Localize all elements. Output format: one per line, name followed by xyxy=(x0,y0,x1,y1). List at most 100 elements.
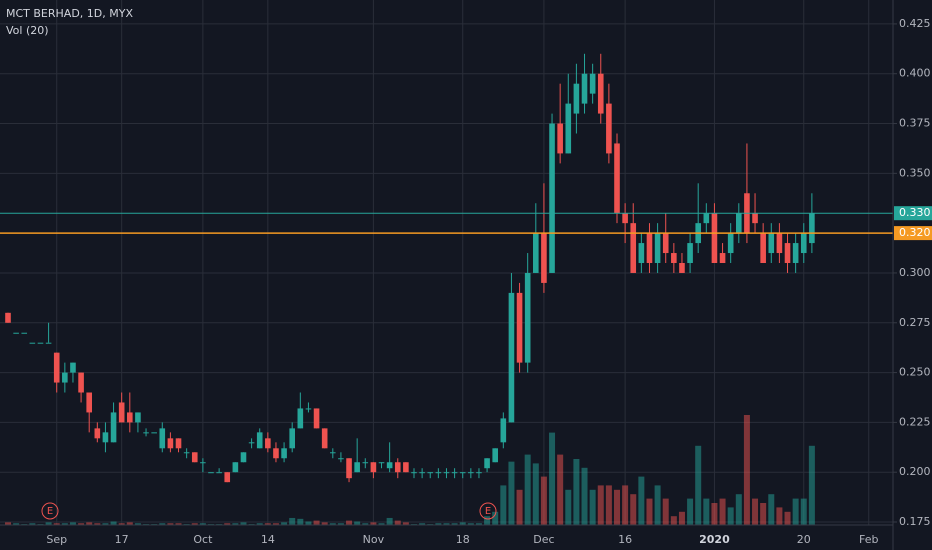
earnings-marker[interactable] xyxy=(41,502,59,520)
candle-body xyxy=(565,103,572,154)
price-label: 0.330 xyxy=(899,206,931,219)
candle-body xyxy=(687,243,693,263)
candle-body xyxy=(21,332,28,334)
candle-body xyxy=(110,412,117,443)
volume-bar xyxy=(622,485,629,525)
volume-bar xyxy=(419,523,426,525)
volume-bar xyxy=(61,523,68,525)
candle-body xyxy=(208,472,214,474)
volume-bar xyxy=(126,522,133,525)
volume-bar xyxy=(516,489,523,525)
volume-bar xyxy=(549,432,556,525)
price-label-box xyxy=(894,206,932,221)
volume-bar xyxy=(370,522,377,525)
volume-bar xyxy=(134,523,141,525)
candle-body xyxy=(13,332,19,334)
volume-bar xyxy=(110,521,117,525)
y-tick-label: 0.275 xyxy=(899,316,931,329)
y-tick-label: 0.200 xyxy=(899,465,931,478)
candle-body xyxy=(581,73,588,104)
price-lines xyxy=(0,212,893,234)
y-tick-label: 0.400 xyxy=(899,67,931,80)
volume-bar xyxy=(711,503,718,525)
candle-body xyxy=(451,472,458,474)
y-tick-label: 0.425 xyxy=(899,17,931,30)
volume-bar xyxy=(492,511,499,525)
volume-bar xyxy=(532,463,539,525)
volume-bar xyxy=(175,523,182,525)
candle-body xyxy=(183,452,190,454)
earnings-label[interactable]: E xyxy=(485,506,491,517)
candle-body xyxy=(800,233,807,254)
candle-body xyxy=(768,233,775,254)
candle-body xyxy=(224,472,231,483)
volume-bar xyxy=(29,523,36,525)
candle-body xyxy=(29,342,36,344)
volume-bar xyxy=(597,485,604,525)
candle-body xyxy=(760,233,766,263)
candle-body xyxy=(557,123,563,154)
volume-bar xyxy=(362,523,369,525)
volume-bar xyxy=(735,494,742,525)
candle-body xyxy=(232,462,239,473)
volume-bar xyxy=(313,520,320,525)
candle-body xyxy=(403,462,409,473)
volume-bar xyxy=(69,522,76,525)
earnings-label[interactable]: E xyxy=(47,506,53,517)
candle-body xyxy=(719,253,726,263)
volume-bar xyxy=(264,523,271,525)
volume-bar xyxy=(102,523,109,525)
candle-body xyxy=(70,362,76,373)
y-tick-label: 0.250 xyxy=(899,366,931,379)
x-tick-label: 2020 xyxy=(699,533,730,546)
candle-body xyxy=(313,408,320,429)
candle-body xyxy=(159,428,166,449)
candle-body xyxy=(78,372,84,393)
x-tick-label: 16 xyxy=(618,533,632,546)
candle-body xyxy=(646,233,653,263)
candle-body xyxy=(37,342,44,344)
volume-bar xyxy=(703,498,710,525)
volume-bar xyxy=(321,522,328,525)
volume-bar xyxy=(484,516,491,525)
candle-body xyxy=(281,448,287,459)
candle-body xyxy=(679,262,685,273)
volume-bar xyxy=(443,523,450,525)
volume-bar xyxy=(281,522,288,525)
volume-pane xyxy=(5,415,815,525)
volume-bar xyxy=(500,485,507,525)
candle-body xyxy=(151,432,157,434)
volume-bar xyxy=(800,498,807,525)
volume-bar xyxy=(589,489,596,525)
candle-body xyxy=(200,462,206,464)
candle-body xyxy=(248,442,255,444)
candle-body xyxy=(127,412,133,423)
volume-bar xyxy=(86,522,93,525)
candle-body xyxy=(597,73,604,114)
earnings-marker[interactable] xyxy=(479,502,497,520)
volume-bar xyxy=(45,522,52,525)
volume-bar xyxy=(475,523,482,525)
volume-bar xyxy=(695,445,702,525)
volume-bar xyxy=(614,489,620,525)
volume-bar xyxy=(557,454,564,525)
volume-bar xyxy=(719,498,726,525)
candle-body xyxy=(703,213,710,224)
candle-body xyxy=(484,458,490,469)
candle-body xyxy=(370,462,377,473)
x-tick-label: 14 xyxy=(261,533,275,546)
candle-body xyxy=(809,213,815,244)
candle-body xyxy=(549,123,555,273)
volume-bar xyxy=(467,523,474,525)
volume-bar xyxy=(159,523,166,525)
candle-body xyxy=(338,458,344,460)
candle-body xyxy=(240,452,247,463)
volume-bar xyxy=(727,507,734,525)
volume-bar xyxy=(435,523,442,525)
candle-body xyxy=(752,213,758,224)
volume-bar xyxy=(386,517,393,525)
volume-bar xyxy=(573,459,580,525)
candle-body xyxy=(784,243,791,263)
volume-bar xyxy=(752,498,759,525)
